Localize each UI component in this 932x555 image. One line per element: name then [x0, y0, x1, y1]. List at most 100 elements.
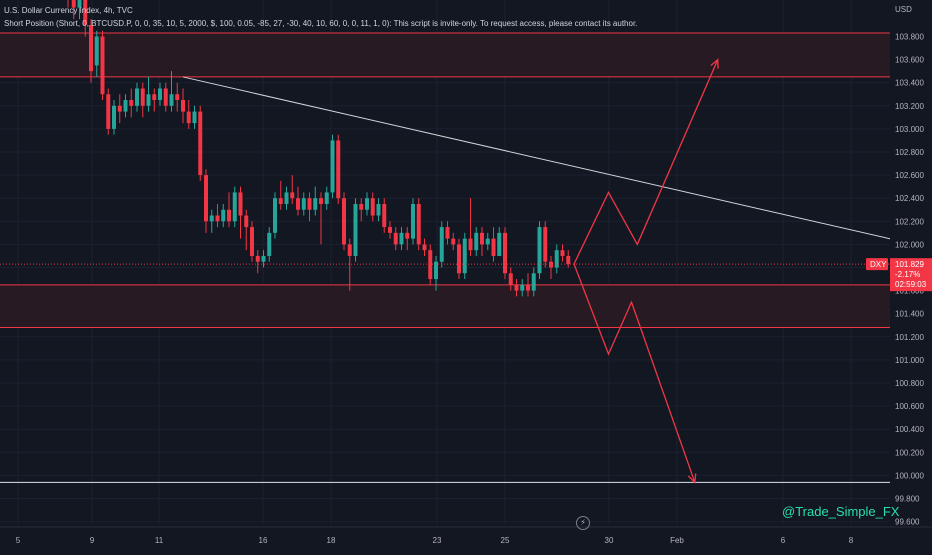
candle-body — [411, 203, 415, 239]
sr-zone — [0, 284, 890, 328]
candle-body — [250, 227, 254, 256]
price-axis-tick: 103.200 — [895, 102, 924, 111]
price-axis-tick: 101.200 — [895, 333, 924, 342]
candle-body — [365, 198, 369, 210]
price-axis-tick: 101.400 — [895, 310, 924, 319]
candle-body — [273, 198, 277, 233]
candle-body — [215, 215, 220, 222]
candle-body — [416, 203, 421, 245]
legend-symbol-title[interactable]: U.S. Dollar Currency Index, 4h, TVC — [4, 6, 133, 15]
candle-body — [71, 0, 76, 8]
candle-body — [290, 192, 295, 199]
candle-body — [100, 36, 105, 95]
price-axis-tick: 103.800 — [895, 33, 924, 42]
symbol-tag-label: DXY — [870, 260, 887, 269]
candle-body — [468, 238, 473, 251]
candle-body — [549, 261, 553, 268]
legend-indicator-text[interactable]: Short Position (Short, 0, BTCUSD.P, 0, 0… — [4, 19, 638, 28]
projection-down-path-arrowhead — [687, 473, 697, 484]
candle-body — [537, 227, 542, 274]
candle-body — [554, 250, 559, 268]
candle-body — [209, 215, 214, 222]
candle-body — [508, 273, 513, 285]
candle-body — [106, 94, 111, 129]
candle-body — [480, 232, 484, 245]
projection-up-path-arrowhead — [710, 58, 719, 69]
candle-body — [296, 198, 300, 210]
time-axis-tick: Feb — [670, 536, 684, 545]
candle-body — [169, 94, 174, 106]
candle-body — [514, 284, 519, 291]
candle-body — [434, 261, 438, 280]
candle-body — [307, 198, 312, 210]
last-price-value: 101.829 — [895, 260, 924, 269]
time-axis-tick: 5 — [16, 536, 21, 545]
candle-body — [198, 111, 203, 176]
price-axis-tick: 103.600 — [895, 56, 924, 65]
candle-body — [129, 100, 134, 106]
candle-body — [560, 250, 565, 256]
price-axis-tick: 102.800 — [895, 148, 924, 157]
candle-body — [439, 227, 444, 262]
candle-body — [135, 88, 139, 106]
candle-body — [227, 209, 231, 222]
candle-body — [186, 111, 191, 124]
candle-body — [428, 250, 433, 280]
time-axis-tick: 8 — [849, 536, 854, 545]
candle-body — [451, 238, 456, 245]
price-axis-tick: 103.400 — [895, 79, 924, 88]
time-axis-tick: 11 — [155, 536, 164, 545]
time-axis-tick: 30 — [605, 536, 614, 545]
price-axis-currency: USD — [895, 5, 912, 14]
candle-body — [491, 238, 496, 256]
time-axis-tick: 23 — [433, 536, 442, 545]
candle-body — [89, 24, 93, 72]
candle-body — [526, 284, 530, 291]
time-axis-tick: 16 — [259, 536, 268, 545]
candle-body — [382, 203, 387, 228]
candle-body — [232, 192, 237, 222]
descending-trendline — [182, 76, 932, 249]
lightning-icon[interactable]: ⚡ — [576, 516, 590, 530]
candle-body — [474, 232, 479, 251]
candle-body — [284, 192, 289, 204]
candle-body — [152, 94, 157, 101]
candle-layer — [67, 0, 571, 297]
candle-body — [123, 100, 128, 112]
candle-body — [158, 88, 162, 101]
candle-body — [255, 255, 260, 262]
candle-body — [319, 198, 323, 204]
candle-body — [192, 111, 197, 124]
price-axis-tick: 100.400 — [895, 425, 924, 434]
chart-legend: U.S. Dollar Currency Index, 4h, TVC Shor… — [4, 4, 637, 30]
time-axis-tick: 6 — [781, 536, 786, 545]
candle-body — [163, 88, 168, 106]
candle-body — [388, 227, 392, 233]
candle-body — [531, 273, 536, 291]
candle-body — [238, 192, 243, 216]
price-axis-tick: 100.000 — [895, 471, 924, 480]
time-axis-tick: 18 — [327, 536, 336, 545]
candle-body — [485, 238, 490, 245]
candle-body — [261, 255, 266, 262]
candle-body — [221, 209, 226, 222]
candle-body — [330, 140, 335, 193]
candle-body — [112, 105, 116, 129]
candle-body — [94, 36, 99, 66]
candle-body — [342, 198, 346, 245]
candle-body — [353, 203, 358, 256]
candle-body — [117, 105, 122, 112]
candle-body — [393, 232, 398, 245]
price-axis-tick: 99.800 — [895, 495, 920, 504]
candle-body — [244, 215, 249, 228]
candle-body — [543, 227, 548, 262]
time-axis-tick: 25 — [501, 536, 510, 545]
price-axis-tick: 102.600 — [895, 171, 924, 180]
projection-up-path — [573, 59, 719, 265]
time-axis-tick: 9 — [90, 536, 95, 545]
price-axis-tick: 100.600 — [895, 402, 924, 411]
sr-zone — [0, 33, 890, 77]
candle-body — [313, 198, 318, 210]
